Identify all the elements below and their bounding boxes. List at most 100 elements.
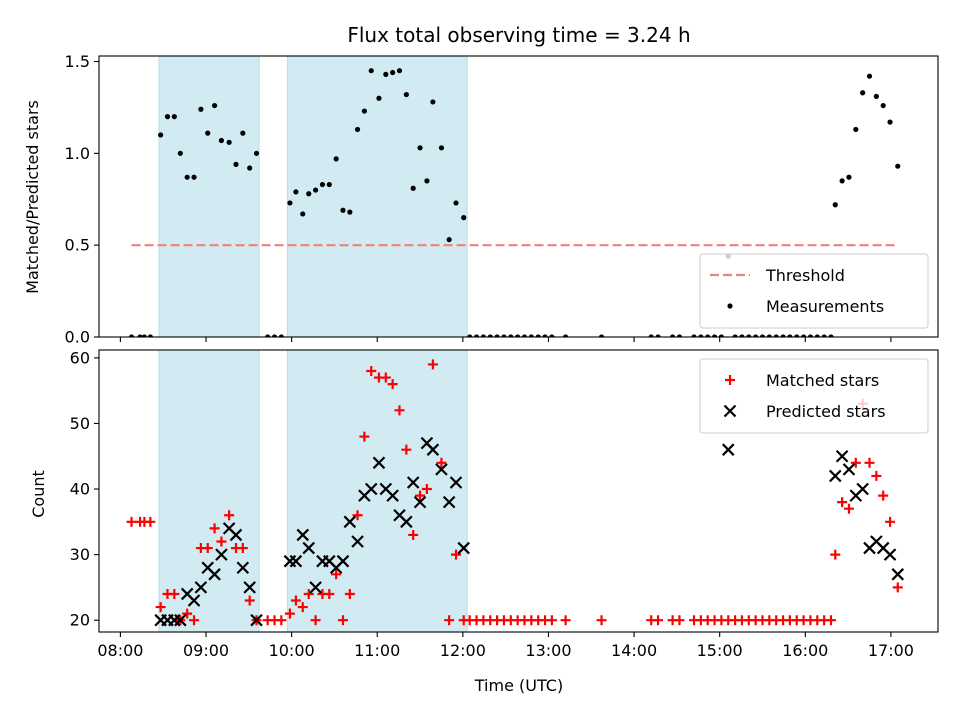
axes-frame: [98, 349, 939, 633]
measurement-point: [832, 202, 838, 208]
measurement-point: [354, 126, 361, 133]
matched-star-marker: [885, 516, 896, 527]
measurement-point: [828, 334, 834, 337]
predicted-star-marker: [174, 613, 187, 627]
measurement-point: [347, 209, 353, 215]
measurement-point: [319, 181, 326, 188]
matched-star-marker: [331, 569, 342, 580]
measurement-point: [846, 174, 852, 180]
legend-label: Measurements: [766, 297, 884, 316]
x-tick-label: 08:00: [97, 641, 143, 660]
measurement-point: [814, 334, 820, 337]
matched-star-marker: [451, 549, 462, 560]
measurement-point: [780, 334, 786, 337]
measurement-point: [655, 334, 661, 337]
predicted-star-marker: [229, 528, 243, 542]
measurement-point: [128, 334, 135, 337]
predicted-star-marker: [435, 463, 448, 476]
x-tick-label: 16:00: [782, 641, 828, 660]
measurement-point: [773, 334, 779, 337]
y-tick-label: 0.0: [65, 328, 90, 347]
measurement-point: [746, 334, 752, 337]
predicted-star-marker: [406, 476, 420, 489]
measurement-point: [866, 73, 873, 79]
matched-star-marker: [380, 372, 391, 383]
predicted-star-marker: [250, 613, 263, 627]
measurement-point: [880, 102, 886, 109]
predicted-star-marker: [883, 548, 897, 561]
measurement-point: [528, 334, 534, 337]
measurement-point: [705, 334, 711, 337]
measurement-point: [198, 106, 204, 112]
predicted-star-marker: [842, 463, 856, 476]
measurement-point: [312, 187, 319, 193]
measurement-point: [515, 334, 521, 337]
matched-star-marker: [209, 523, 220, 534]
predicted-star-marker: [856, 482, 869, 496]
measurement-point: [164, 114, 171, 120]
y-tick-label: 40: [70, 480, 90, 499]
y-tick-label: 1.0: [65, 144, 90, 163]
y-tick-label: 50: [70, 414, 90, 433]
matched-star-marker: [401, 444, 412, 455]
matched-star-marker: [850, 457, 861, 468]
matched-star-marker: [145, 516, 156, 527]
measurement-point: [676, 334, 683, 337]
measurement-point: [147, 334, 153, 337]
measurement-point: [340, 207, 346, 213]
matched-star-marker: [324, 588, 335, 599]
legend: Matched stars Predicted stars: [699, 358, 929, 434]
legend-matched-swatch: [725, 375, 735, 385]
x-tick-label: 11:00: [354, 641, 400, 660]
matched-star-marker: [436, 457, 447, 468]
matched-star-marker: [297, 602, 308, 613]
predicted-star-marker: [289, 554, 303, 568]
predicted-star-marker: [372, 456, 386, 470]
x-tick-label: 10:00: [269, 641, 315, 660]
axes-frame: [98, 55, 939, 338]
measurement-point: [598, 334, 605, 337]
x-tick-label: 12:00: [440, 641, 486, 660]
matched-star-marker: [284, 608, 295, 619]
measurement-point: [333, 156, 339, 162]
matched-star-marker: [290, 595, 301, 606]
legend-label: Threshold: [765, 266, 845, 285]
x-tick-label: 13:00: [525, 641, 571, 660]
legend-box: [699, 358, 929, 434]
measurement-point: [467, 334, 473, 337]
measurement-point: [839, 178, 845, 184]
measurement-point: [390, 69, 396, 76]
measurement-point: [494, 334, 500, 337]
predicted-star-marker: [449, 476, 463, 489]
measurement-point: [535, 334, 541, 337]
predicted-star-marker: [302, 541, 316, 555]
predicted-star-marker: [351, 535, 364, 548]
measurement-point: [271, 334, 278, 337]
measurement-point: [542, 334, 548, 337]
measurement-point: [549, 334, 555, 337]
matched-star-marker: [202, 543, 213, 554]
plot-area: [126, 350, 905, 632]
measurement-point: [853, 126, 859, 133]
y-axis-label-ratio: Matched/Predicted stars: [23, 100, 42, 294]
matched-star-marker: [415, 490, 426, 501]
measurement-point: [446, 237, 452, 243]
predicted-star-marker: [413, 495, 427, 509]
predicted-star-marker: [426, 443, 440, 456]
measurement-point: [171, 114, 177, 120]
measurement-point: [287, 200, 293, 206]
x-tick-label: 15:00: [697, 641, 743, 660]
measurement-point: [253, 150, 260, 156]
predicted-star-marker: [309, 581, 322, 594]
matched-star-marker: [444, 615, 455, 626]
matched-star-marker: [674, 615, 685, 626]
measurement-point: [753, 334, 759, 337]
matched-star-marker: [864, 457, 875, 468]
predicted-star-marker: [187, 594, 201, 607]
measurement-point: [361, 108, 367, 114]
matched-star-marker: [408, 529, 419, 540]
measurement-point: [137, 334, 143, 337]
legend-label: Predicted stars: [766, 402, 886, 421]
ratio-panel: 0.0 0.5 1.0 1.5 Threshold Measurements: [65, 52, 939, 347]
matched-star-marker: [276, 615, 287, 626]
